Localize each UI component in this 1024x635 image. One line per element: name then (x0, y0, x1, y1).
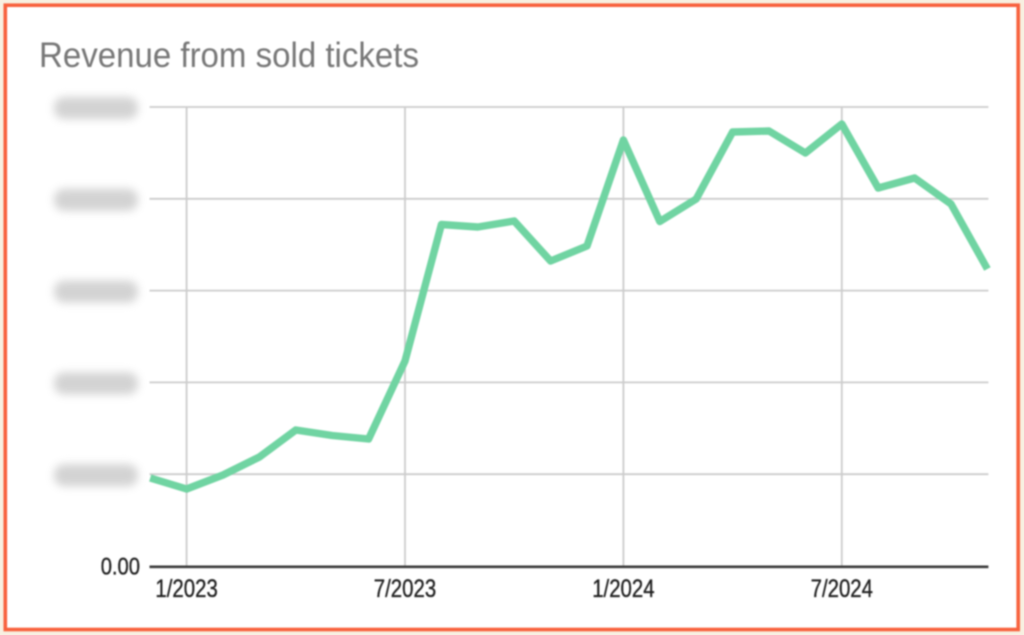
svg-text:Revenue from sold tickets: Revenue from sold tickets (39, 35, 419, 75)
svg-text:0.00: 0.00 (101, 553, 140, 580)
svg-text:1/2023: 1/2023 (155, 575, 217, 603)
svg-text:7/2023: 7/2023 (374, 575, 436, 603)
svg-text:1/2024: 1/2024 (592, 575, 654, 603)
svg-text:7/2024: 7/2024 (811, 575, 873, 603)
